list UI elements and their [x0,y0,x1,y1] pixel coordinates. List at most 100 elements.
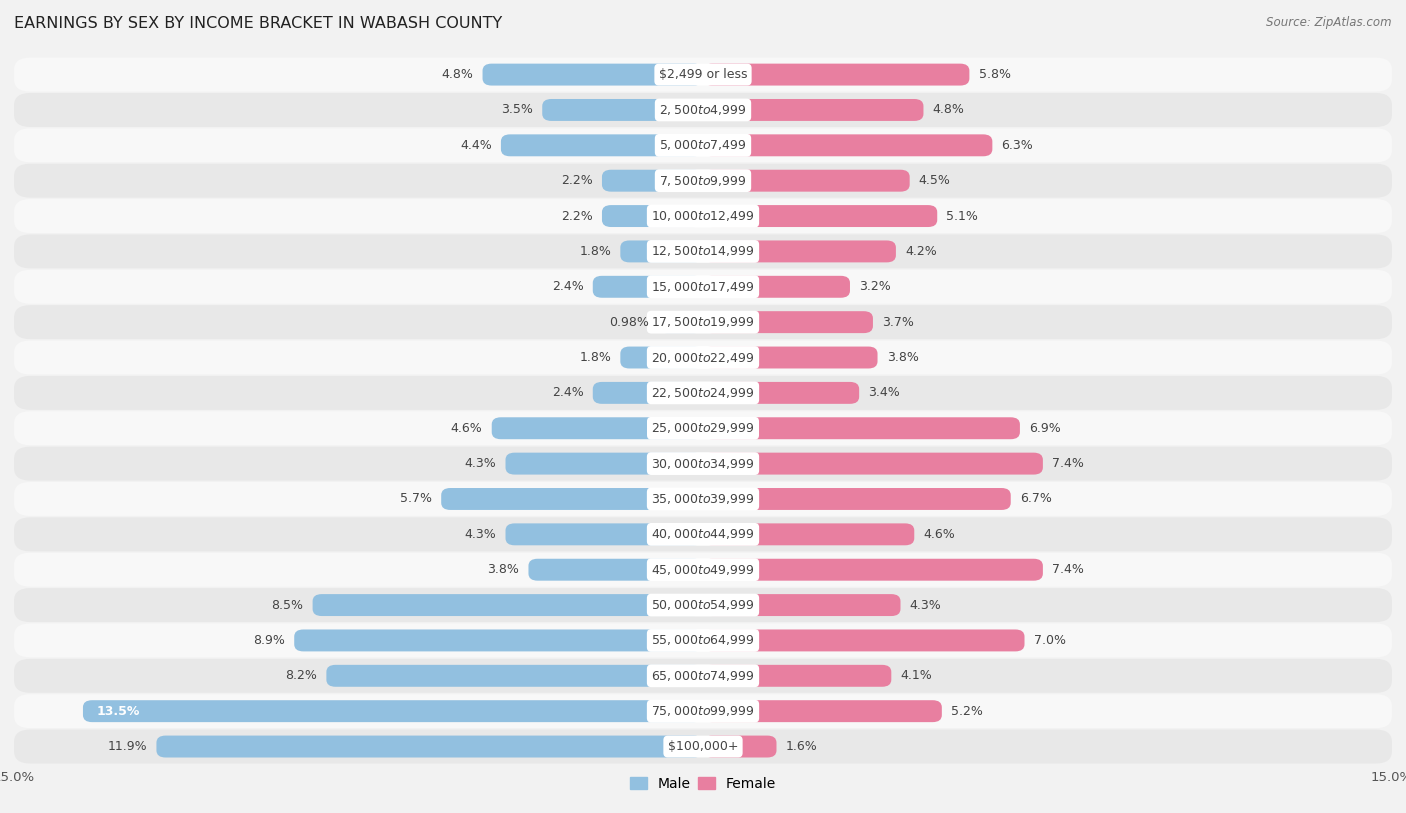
FancyBboxPatch shape [156,736,703,758]
Text: 2.2%: 2.2% [561,210,593,223]
FancyBboxPatch shape [703,453,1043,475]
Text: $5,000 to $7,499: $5,000 to $7,499 [659,138,747,152]
Text: $45,000 to $49,999: $45,000 to $49,999 [651,563,755,576]
Text: $12,500 to $14,999: $12,500 to $14,999 [651,245,755,259]
Text: 7.4%: 7.4% [1052,563,1084,576]
FancyBboxPatch shape [14,517,1392,551]
Text: $22,500 to $24,999: $22,500 to $24,999 [651,386,755,400]
FancyBboxPatch shape [14,446,1392,480]
FancyBboxPatch shape [703,629,1025,651]
FancyBboxPatch shape [14,411,1392,446]
FancyBboxPatch shape [593,382,703,404]
FancyBboxPatch shape [14,659,1392,693]
Text: 5.8%: 5.8% [979,68,1011,81]
FancyBboxPatch shape [492,417,703,439]
Text: 8.9%: 8.9% [253,634,285,647]
FancyBboxPatch shape [703,99,924,121]
FancyBboxPatch shape [703,241,896,263]
Text: 3.5%: 3.5% [501,103,533,116]
Text: 13.5%: 13.5% [97,705,141,718]
Text: 8.2%: 8.2% [285,669,318,682]
FancyBboxPatch shape [703,170,910,192]
FancyBboxPatch shape [703,382,859,404]
FancyBboxPatch shape [703,346,877,368]
FancyBboxPatch shape [658,311,703,333]
Text: 2.4%: 2.4% [551,386,583,399]
FancyBboxPatch shape [326,665,703,687]
FancyBboxPatch shape [703,417,1019,439]
Text: 8.5%: 8.5% [271,598,304,611]
Text: 4.4%: 4.4% [460,139,492,152]
Text: 5.7%: 5.7% [401,493,432,506]
FancyBboxPatch shape [703,736,776,758]
Text: 2.4%: 2.4% [551,280,583,293]
Text: $35,000 to $39,999: $35,000 to $39,999 [651,492,755,506]
Text: $40,000 to $44,999: $40,000 to $44,999 [651,528,755,541]
FancyBboxPatch shape [703,594,900,616]
FancyBboxPatch shape [543,99,703,121]
FancyBboxPatch shape [506,524,703,546]
FancyBboxPatch shape [703,524,914,546]
FancyBboxPatch shape [14,376,1392,410]
Text: 6.3%: 6.3% [1001,139,1033,152]
Legend: Male, Female: Male, Female [624,771,782,796]
Text: 4.6%: 4.6% [924,528,955,541]
Text: Source: ZipAtlas.com: Source: ZipAtlas.com [1267,16,1392,29]
FancyBboxPatch shape [14,270,1392,304]
Text: $50,000 to $54,999: $50,000 to $54,999 [651,598,755,612]
FancyBboxPatch shape [14,163,1392,198]
FancyBboxPatch shape [703,665,891,687]
FancyBboxPatch shape [703,311,873,333]
Text: 3.7%: 3.7% [882,315,914,328]
Text: 4.2%: 4.2% [905,245,936,258]
Text: 3.2%: 3.2% [859,280,891,293]
FancyBboxPatch shape [703,276,851,298]
FancyBboxPatch shape [602,170,703,192]
FancyBboxPatch shape [529,559,703,580]
Text: $7,500 to $9,999: $7,500 to $9,999 [659,174,747,188]
Text: 7.0%: 7.0% [1033,634,1066,647]
Text: $17,500 to $19,999: $17,500 to $19,999 [651,315,755,329]
Text: 3.8%: 3.8% [488,563,519,576]
FancyBboxPatch shape [14,199,1392,233]
FancyBboxPatch shape [14,694,1392,728]
FancyBboxPatch shape [703,134,993,156]
FancyBboxPatch shape [703,63,969,85]
Text: $55,000 to $64,999: $55,000 to $64,999 [651,633,755,647]
FancyBboxPatch shape [703,559,1043,580]
FancyBboxPatch shape [14,729,1392,763]
Text: $2,499 or less: $2,499 or less [659,68,747,81]
Text: $2,500 to $4,999: $2,500 to $4,999 [659,103,747,117]
FancyBboxPatch shape [441,488,703,510]
Text: EARNINGS BY SEX BY INCOME BRACKET IN WABASH COUNTY: EARNINGS BY SEX BY INCOME BRACKET IN WAB… [14,16,502,31]
Text: 0.98%: 0.98% [609,315,648,328]
FancyBboxPatch shape [620,241,703,263]
Text: $30,000 to $34,999: $30,000 to $34,999 [651,457,755,471]
FancyBboxPatch shape [312,594,703,616]
FancyBboxPatch shape [14,553,1392,587]
Text: 2.2%: 2.2% [561,174,593,187]
FancyBboxPatch shape [83,700,703,722]
FancyBboxPatch shape [14,588,1392,622]
Text: 6.9%: 6.9% [1029,422,1062,435]
Text: 7.4%: 7.4% [1052,457,1084,470]
FancyBboxPatch shape [501,134,703,156]
FancyBboxPatch shape [482,63,703,85]
FancyBboxPatch shape [620,346,703,368]
Text: 3.4%: 3.4% [869,386,900,399]
Text: 5.1%: 5.1% [946,210,979,223]
Text: 4.1%: 4.1% [900,669,932,682]
FancyBboxPatch shape [14,482,1392,516]
Text: 1.8%: 1.8% [579,245,612,258]
Text: 1.6%: 1.6% [786,740,817,753]
Text: 5.2%: 5.2% [950,705,983,718]
FancyBboxPatch shape [14,93,1392,127]
FancyBboxPatch shape [703,488,1011,510]
FancyBboxPatch shape [14,341,1392,375]
Text: 4.3%: 4.3% [464,457,496,470]
Text: 4.3%: 4.3% [464,528,496,541]
Text: 4.8%: 4.8% [441,68,474,81]
Text: 4.8%: 4.8% [932,103,965,116]
Text: $20,000 to $22,499: $20,000 to $22,499 [651,350,755,364]
Text: $15,000 to $17,499: $15,000 to $17,499 [651,280,755,293]
